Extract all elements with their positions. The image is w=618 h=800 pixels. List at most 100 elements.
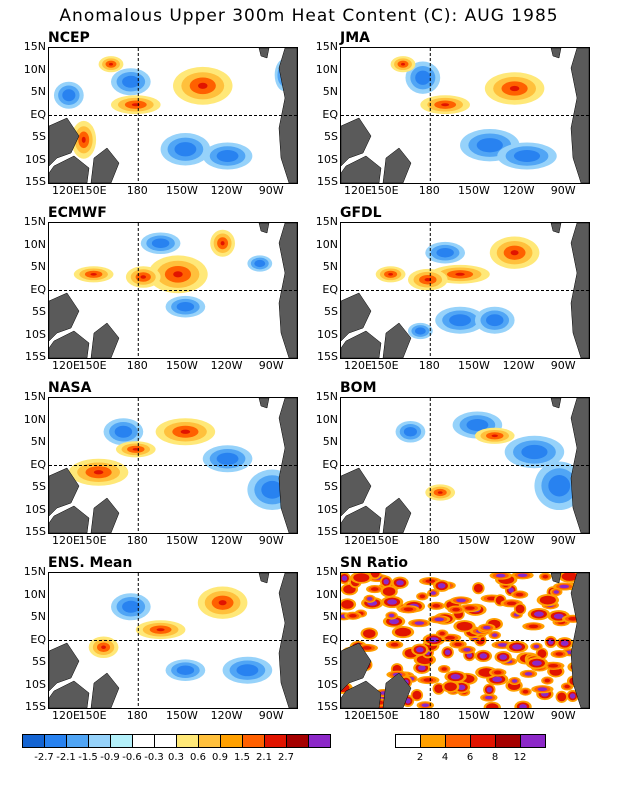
lat-label: 5S (324, 130, 338, 143)
panel-title: ECMWF (48, 205, 107, 221)
land-mass (550, 573, 562, 584)
land-mass (570, 398, 589, 533)
lon-label: 120W (210, 709, 243, 722)
lon-label: 150W (165, 184, 198, 197)
colorbar-label: 8 (491, 752, 499, 763)
snr-blob (506, 601, 517, 606)
lat-label: 10N (23, 237, 46, 251)
land-mass (550, 223, 562, 234)
snr-blob (481, 669, 492, 676)
lat-label: 5N (30, 610, 46, 623)
snr-blob (558, 694, 565, 700)
lon-label: 150E (370, 534, 399, 547)
land-mass (278, 398, 297, 533)
colorbar-label: 1.5 (234, 752, 250, 763)
warm-anomaly (132, 448, 139, 451)
lon-label: 150E (370, 359, 399, 372)
lat-label: 5S (32, 130, 46, 143)
colorbar-swatch (44, 734, 66, 748)
lon-label: 120E (344, 359, 372, 372)
colorbar-label: 2.1 (256, 752, 272, 763)
panel-title: GFDL (340, 205, 382, 221)
colorbar-swatch (198, 734, 220, 748)
snr-blob (345, 586, 354, 592)
cool-anomaly (216, 150, 239, 162)
cool-anomaly (122, 600, 140, 613)
snr-blob (497, 643, 508, 647)
snr-blob (553, 613, 564, 619)
land-mass (550, 48, 562, 59)
warm-anomaly (491, 434, 498, 438)
land-mass (49, 330, 90, 358)
snr-blob (542, 597, 553, 603)
colorbar-label: 0.3 (168, 752, 184, 763)
lon-label: 150W (165, 359, 198, 372)
land-mass (341, 505, 382, 533)
warm-anomaly (140, 275, 147, 279)
lon-label: 150E (78, 534, 107, 547)
snr-blob (383, 579, 389, 585)
map-panel (340, 572, 590, 709)
lat-label: 15N (315, 215, 338, 228)
snr-blob (517, 573, 528, 578)
map-panel (340, 47, 590, 184)
snr-blob (387, 599, 397, 605)
snr-blob (564, 573, 575, 580)
land-mass (49, 467, 80, 517)
lon-label: 120E (52, 709, 80, 722)
warm-anomaly (81, 136, 86, 143)
lon-label: 150W (457, 359, 490, 372)
snr-blob (434, 617, 445, 622)
warm-anomaly (509, 85, 520, 92)
lon-label: 150W (457, 709, 490, 722)
panel-title: NCEP (48, 30, 90, 46)
snr-blob (492, 676, 503, 682)
panel-title: ENS. Mean (48, 555, 133, 571)
lon-label: 180 (126, 709, 148, 722)
land-mass (49, 505, 90, 533)
anomaly-colorbar (22, 734, 331, 748)
lat-label: 5S (324, 655, 338, 668)
lon-label: 120W (502, 534, 535, 547)
snr-colorbar (395, 734, 546, 748)
cool-anomaly (466, 419, 489, 431)
warm-anomaly (173, 271, 183, 278)
map-panel (48, 397, 298, 534)
cool-anomaly (261, 480, 284, 499)
snr-blob (522, 689, 529, 694)
lat-label: 5N (322, 610, 338, 623)
warm-anomaly (441, 103, 450, 107)
snr-blob (511, 679, 518, 683)
lon-label: 180 (418, 359, 440, 372)
lon-label: 150E (78, 184, 107, 197)
lat-label: EQ (30, 282, 46, 296)
snr-blob (560, 640, 569, 646)
snr-blob (425, 579, 436, 583)
snr-blob (441, 667, 447, 671)
lon-label: 120E (52, 534, 80, 547)
map-panel (48, 222, 298, 359)
snr-blob (452, 607, 460, 612)
snr-blob (439, 631, 445, 636)
lat-label: EQ (322, 457, 338, 471)
cool-anomaly (216, 452, 239, 465)
snr-blob (568, 617, 579, 621)
lon-label: 120W (210, 184, 243, 197)
snr-blob (457, 684, 466, 690)
colorbar-swatch (132, 734, 154, 748)
lat-label: EQ (322, 282, 338, 296)
snr-blob (419, 594, 426, 599)
lat-label: 10N (315, 237, 338, 251)
colorbar-swatch (154, 734, 176, 748)
warm-anomaly (437, 491, 443, 494)
lat-label: 5S (32, 305, 46, 318)
snr-blob (551, 668, 560, 675)
snr-blob (537, 687, 548, 691)
lat-label: 10N (315, 587, 338, 601)
snr-blob (488, 704, 497, 708)
colorbar-label: -2.7 (34, 752, 54, 763)
lon-label: 150W (165, 709, 198, 722)
land-mass (382, 497, 412, 533)
snr-blob (388, 613, 395, 618)
snr-blob (553, 590, 559, 594)
